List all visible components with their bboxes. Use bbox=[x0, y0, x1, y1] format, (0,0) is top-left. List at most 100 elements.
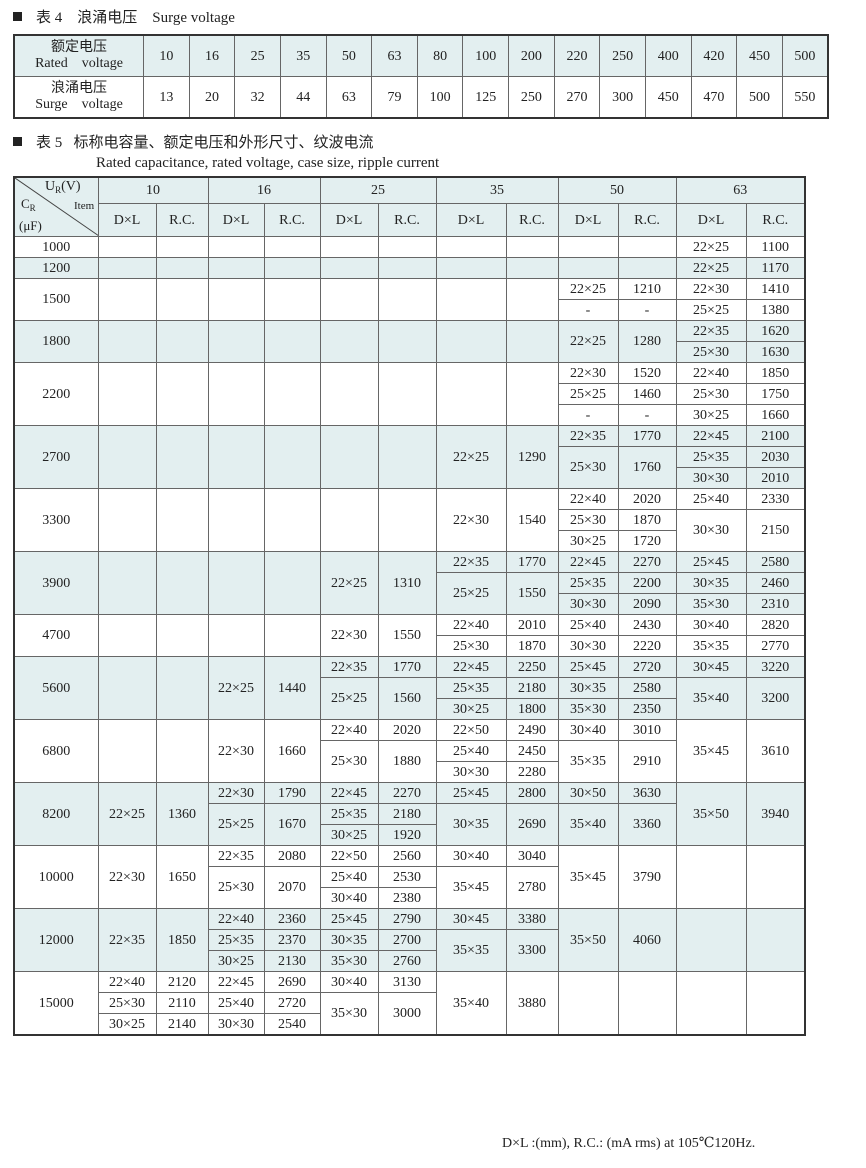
caption-cn: 标称电容量、额定电压和外形尺寸、纹波电流 bbox=[73, 135, 374, 151]
ripple-current-cell: 1650 bbox=[155, 845, 209, 909]
case-size-cell: 30×40 bbox=[557, 719, 619, 741]
caption-en: Surge voltage bbox=[152, 10, 235, 26]
capacitance-cell: 1000 bbox=[13, 236, 99, 258]
surge-voltage-cell: 32 bbox=[234, 76, 281, 119]
empty-cell bbox=[207, 362, 265, 426]
table-row: 1000 22×25 1100 bbox=[13, 236, 806, 258]
case-size-cell: 22×50 bbox=[435, 719, 507, 741]
ripple-current-cell: 2030 bbox=[745, 446, 806, 468]
empty-cell bbox=[155, 656, 209, 720]
empty-cell bbox=[155, 362, 209, 426]
capacitance-cell: 1500 bbox=[13, 278, 99, 321]
case-size-cell: 30×25 bbox=[207, 950, 265, 972]
ripple-current-cell: 3220 bbox=[745, 656, 806, 678]
empty-cell bbox=[97, 257, 157, 279]
case-size-cell: 35×50 bbox=[675, 782, 747, 846]
case-size-cell: 30×35 bbox=[435, 803, 507, 846]
case-size-cell: 25×25 bbox=[319, 677, 379, 720]
case-size-cell: 25×40 bbox=[675, 488, 747, 510]
ripple-current-cell: 2460 bbox=[745, 572, 806, 594]
empty-cell bbox=[155, 488, 209, 552]
empty-cell bbox=[319, 257, 379, 279]
case-size-cell: 22×45 bbox=[207, 971, 265, 993]
caption-cn: 浪涌电压 bbox=[77, 10, 138, 26]
ripple-current-cell: 2150 bbox=[745, 509, 806, 552]
case-size-cell: 25×25 bbox=[675, 299, 747, 321]
case-size-cell: 22×40 bbox=[675, 362, 747, 384]
case-size-cell: 35×30 bbox=[319, 992, 379, 1036]
ripple-current-cell: 2270 bbox=[377, 782, 437, 804]
table-row: 1500 22×25 1210 22×30 1410 bbox=[13, 278, 806, 321]
empty-cell bbox=[617, 236, 677, 258]
case-size-cell: 30×50 bbox=[557, 782, 619, 804]
ripple-current-cell: 1770 bbox=[505, 551, 559, 573]
capacitance-axis-label: CR bbox=[21, 196, 36, 214]
ripple-current-cell: 1310 bbox=[377, 551, 437, 615]
table-row: 1200 22×25 1170 bbox=[13, 257, 806, 279]
surge-voltage-table: 额定电压 Rated voltage 10 16 25 35 50 63 80 100 200 220… bbox=[13, 34, 829, 119]
capacitance-cell: 15000 bbox=[13, 971, 99, 1036]
rated-voltage-cell: 63 bbox=[371, 34, 418, 77]
case-size-cell: 22×25 bbox=[675, 257, 747, 279]
empty-cell bbox=[435, 362, 507, 426]
ripple-current-cell: 2580 bbox=[745, 551, 806, 573]
surge-voltage-cell: 300 bbox=[599, 76, 646, 119]
table-row: 3900 22×25 1310 22×35 1770 22×45 2270 25×45 2580 bbox=[13, 551, 806, 615]
empty-cell bbox=[505, 236, 559, 258]
empty-cell bbox=[155, 614, 209, 657]
rated-voltage-label: 额定电压 Rated voltage bbox=[13, 34, 144, 77]
empty-cell bbox=[435, 257, 507, 279]
ripple-current-cell: 2180 bbox=[377, 803, 437, 825]
case-size-cell: 35×50 bbox=[557, 908, 619, 972]
empty-cell bbox=[207, 257, 265, 279]
voltage-header: 16 bbox=[207, 176, 321, 204]
surge-voltage-cell: 270 bbox=[553, 76, 601, 119]
empty-cell bbox=[207, 614, 265, 657]
rated-voltage-cell: 200 bbox=[508, 34, 555, 77]
ripple-current-cell: 2790 bbox=[377, 908, 437, 930]
table-note: D×L :(mm), R.C.: (mA rms) at 105℃120Hz. bbox=[502, 1136, 756, 1151]
empty-cell bbox=[617, 257, 677, 279]
empty-cell bbox=[435, 236, 507, 258]
case-size-cell: 22×30 bbox=[207, 782, 265, 804]
ripple-current-cell: 1850 bbox=[745, 362, 806, 384]
case-size-cell: 22×40 bbox=[319, 719, 379, 741]
surge-voltage-cell: 550 bbox=[781, 76, 829, 119]
empty-cell bbox=[675, 908, 747, 972]
case-size-cell: 25×30 bbox=[675, 383, 747, 405]
rated-voltage-cell: 50 bbox=[325, 34, 373, 77]
case-size-cell: 25×45 bbox=[557, 656, 619, 678]
empty-cell bbox=[319, 320, 379, 363]
bullet-square-icon bbox=[13, 137, 22, 146]
case-size-cell: 22×35 bbox=[207, 845, 265, 867]
ripple-current-cell: 2360 bbox=[263, 908, 321, 930]
capacitance-cell: 4700 bbox=[13, 614, 99, 657]
case-size-cell: 22×25 bbox=[97, 782, 157, 846]
case-size-cell: 30×30 bbox=[675, 509, 747, 552]
case-size-cell: - bbox=[557, 404, 619, 426]
case-size-cell: 30×40 bbox=[435, 845, 507, 867]
ripple-current-cell: 3790 bbox=[617, 845, 677, 909]
capacitance-table: UR(V) Item CR (μF) 10 16 25 35 50 63 D×L R.C. D… bbox=[13, 176, 806, 1036]
rc-header: R.C. bbox=[505, 203, 559, 237]
capacitance-cell: 3300 bbox=[13, 488, 99, 552]
ripple-current-cell: 2820 bbox=[745, 614, 806, 636]
table-row: 4700 22×30 1550 22×40 2010 25×40 2430 30×40 2820 bbox=[13, 614, 806, 657]
ripple-current-cell: 1460 bbox=[617, 383, 677, 405]
table-row: 25×35 2370 30×35 2700 35×35 3300 bbox=[14, 929, 805, 972]
ripple-current-cell: 3300 bbox=[505, 929, 559, 972]
case-size-cell: 22×40 bbox=[435, 614, 507, 636]
ripple-current-cell: 1660 bbox=[263, 719, 321, 783]
case-size-cell: 25×45 bbox=[435, 782, 507, 804]
empty-cell bbox=[557, 236, 619, 258]
case-size-cell: 25×25 bbox=[207, 803, 265, 846]
case-size-cell: 30×25 bbox=[435, 698, 507, 720]
table5-caption-en: Rated capacitance, rated voltage, case s… bbox=[96, 155, 440, 171]
ripple-current-cell: 3040 bbox=[505, 845, 559, 867]
rc-header: R.C. bbox=[745, 203, 806, 237]
ripple-current-cell: 3380 bbox=[505, 908, 559, 930]
case-size-cell: 25×35 bbox=[435, 677, 507, 699]
table-row: 30×30 2090 35×30 2310 bbox=[14, 593, 806, 615]
ripple-current-cell: 2430 bbox=[617, 614, 677, 636]
case-size-cell: 30×45 bbox=[675, 656, 747, 678]
